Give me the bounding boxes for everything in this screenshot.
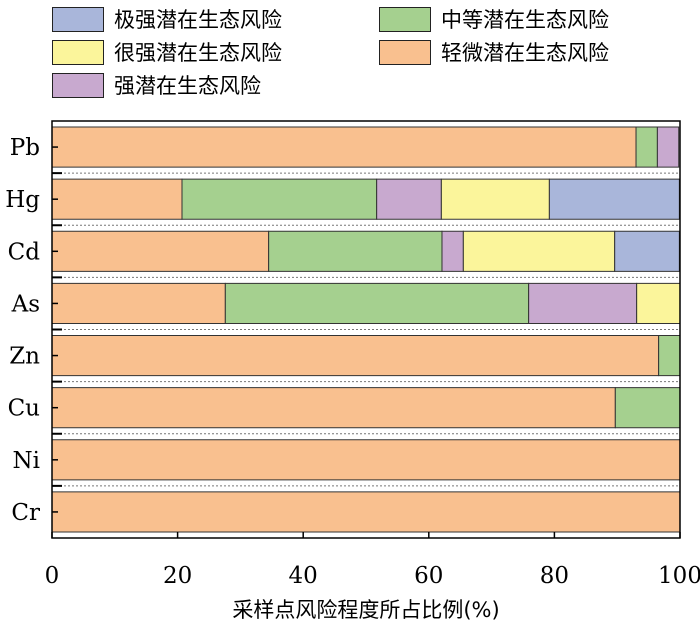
y-tick-label-Cd: Cd [8, 239, 41, 265]
legend-swatch [52, 72, 104, 98]
x-tick-label-80: 80 [540, 563, 569, 589]
x-tick-label-60: 60 [414, 563, 443, 589]
legend-item-1: 中等潜在生态风险 [379, 4, 609, 34]
bar-As-series-1 [224, 282, 530, 324]
legend-label: 中等潜在生态风险 [441, 8, 609, 32]
legend-label: 轻微潜在生态风险 [441, 41, 609, 65]
legend-swatch [379, 39, 431, 65]
legend-label: 很强潜在生态风险 [114, 41, 282, 65]
bar-Zn-series-0 [51, 335, 660, 377]
plot-frame [51, 120, 681, 539]
x-ticks: 0 20 40 60 80 100 [45, 532, 700, 589]
legend-label: 极强潜在生态风险 [114, 8, 282, 32]
bars-group [51, 126, 681, 533]
y-tick-labels: Pb Hg Cd As Zn Cu Ni Cr [5, 135, 58, 526]
bar-Ni-series-0 [51, 439, 681, 481]
x-tick-label-20: 20 [163, 563, 192, 589]
bar-As-series-2 [528, 282, 638, 324]
y-tick-label-As: As [11, 291, 40, 317]
x-tick-label-0: 0 [45, 563, 60, 589]
bar-Hg-series-2 [376, 178, 442, 220]
bar-Hg-series-0 [51, 178, 183, 220]
legend-item-4: 强潜在生态风险 [52, 70, 261, 100]
bar-Hg-series-1 [181, 178, 378, 220]
bar-Cu-series-1 [614, 387, 681, 429]
y-tick-label-Hg: Hg [5, 187, 40, 213]
y-tick-label-Zn: Zn [9, 344, 40, 370]
y-tick-label-Cu: Cu [8, 396, 40, 422]
bar-Cd-series-1 [268, 230, 443, 272]
bar-Pb-series-1 [635, 126, 658, 168]
legend-label: 强潜在生态风险 [114, 74, 261, 98]
x-axis-label: 采样点风险程度所占比例(%) [232, 598, 499, 622]
legend-item-3: 轻微潜在生态风险 [379, 37, 609, 67]
bar-Cd-series-3 [462, 230, 616, 272]
bar-Cu-series-0 [51, 387, 616, 429]
bar-Pb-series-0 [51, 126, 637, 168]
legend: 极强潜在生态风险 中等潜在生态风险很强潜在生态风险 轻微潜在生态风险强潜在生态风险 [52, 4, 692, 104]
bar-Hg-series-4 [548, 178, 680, 220]
bar-Cr-series-0 [51, 491, 681, 533]
bar-Hg-series-3 [440, 178, 550, 220]
y-tick-label-Cr: Cr [11, 500, 40, 526]
legend-item-2: 很强潜在生态风险 [52, 37, 282, 67]
bar-Pb-series-2 [656, 126, 680, 168]
bar-Cd-series-4 [614, 230, 680, 272]
legend-swatch [52, 39, 104, 65]
x-tick-label-100: 100 [658, 563, 700, 589]
bar-Cd-series-0 [51, 230, 270, 272]
x-tick-label-40: 40 [289, 563, 318, 589]
legend-swatch [52, 6, 104, 32]
legend-item-0: 极强潜在生态风险 [52, 4, 282, 34]
bar-As-series-0 [51, 282, 226, 324]
bar-Cd-series-2 [441, 230, 464, 272]
y-tick-label-Pb: Pb [10, 135, 40, 161]
bar-As-series-3 [636, 282, 681, 324]
row-separators [52, 172, 680, 487]
bar-Zn-series-1 [658, 335, 681, 377]
y-tick-label-Ni: Ni [13, 448, 40, 474]
legend-swatch [379, 6, 431, 32]
